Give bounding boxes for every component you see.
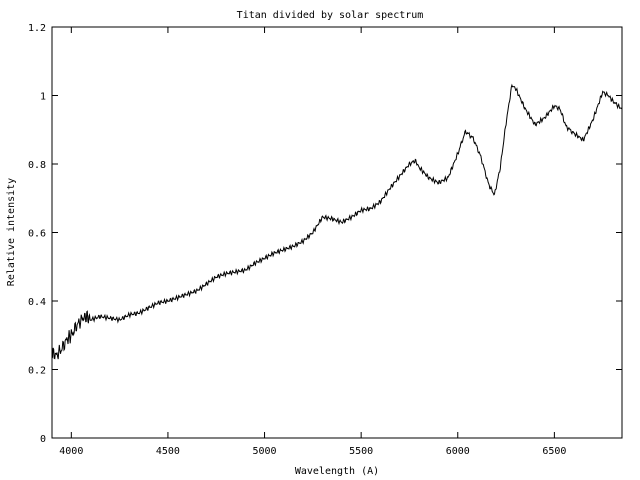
x-axis-ticks: 4000 4500 5000 5500 6000 6500 — [59, 27, 566, 457]
y-tick-label: 0.8 — [28, 160, 46, 171]
y-tick-label: 1.2 — [28, 23, 46, 34]
x-tick-label: 5000 — [252, 446, 276, 457]
x-tick-label: 4500 — [156, 446, 180, 457]
x-tick-label: 4000 — [59, 446, 83, 457]
y-tick-label: 0.2 — [28, 366, 46, 377]
plot-area — [51, 83, 623, 360]
x-tick-label: 6000 — [446, 446, 470, 457]
chart-title: Titan divided by solar spectrum — [237, 10, 424, 21]
spectrum-series-line — [51, 83, 623, 360]
y-axis-label: Relative intensity — [6, 178, 17, 286]
y-tick-label: 0 — [40, 434, 46, 445]
y-tick-label: 0.6 — [28, 229, 46, 240]
y-tick-label: 1 — [40, 92, 46, 103]
plot-frame — [51, 26, 623, 439]
x-tick-label: 6500 — [542, 446, 566, 457]
x-axis-label: Wavelength (A) — [295, 466, 379, 477]
x-tick-label: 5500 — [349, 446, 373, 457]
y-axis-ticks: 0 0.2 0.4 0.6 0.8 1 1.2 — [28, 23, 622, 445]
y-tick-label: 0.4 — [28, 297, 46, 308]
